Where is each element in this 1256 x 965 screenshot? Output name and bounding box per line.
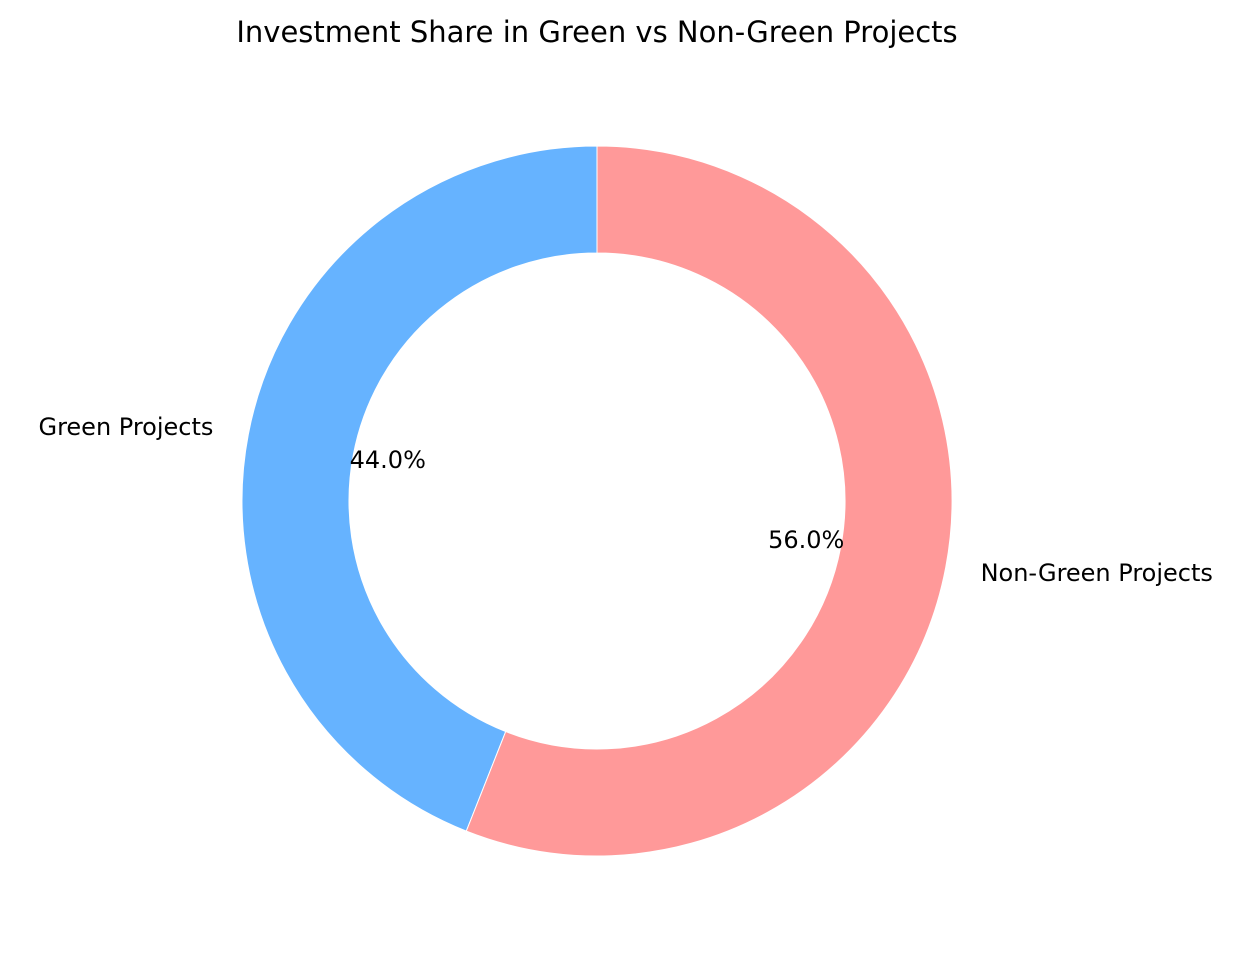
labels-group: Green Projects 44.0% Non-Green Projects 56.… [38, 413, 1212, 587]
chart-title: Investment Share in Green vs Non-Green P… [236, 15, 957, 49]
slice-label: Non-Green Projects [981, 559, 1213, 587]
slices-group [241, 145, 953, 857]
percent-label: 56.0% [768, 526, 844, 554]
percent-label: 44.0% [350, 446, 426, 474]
pie-slice-green-projects [241, 145, 598, 832]
pie-slice-non-green-projects [465, 145, 953, 857]
slice-label: Green Projects [38, 413, 213, 441]
